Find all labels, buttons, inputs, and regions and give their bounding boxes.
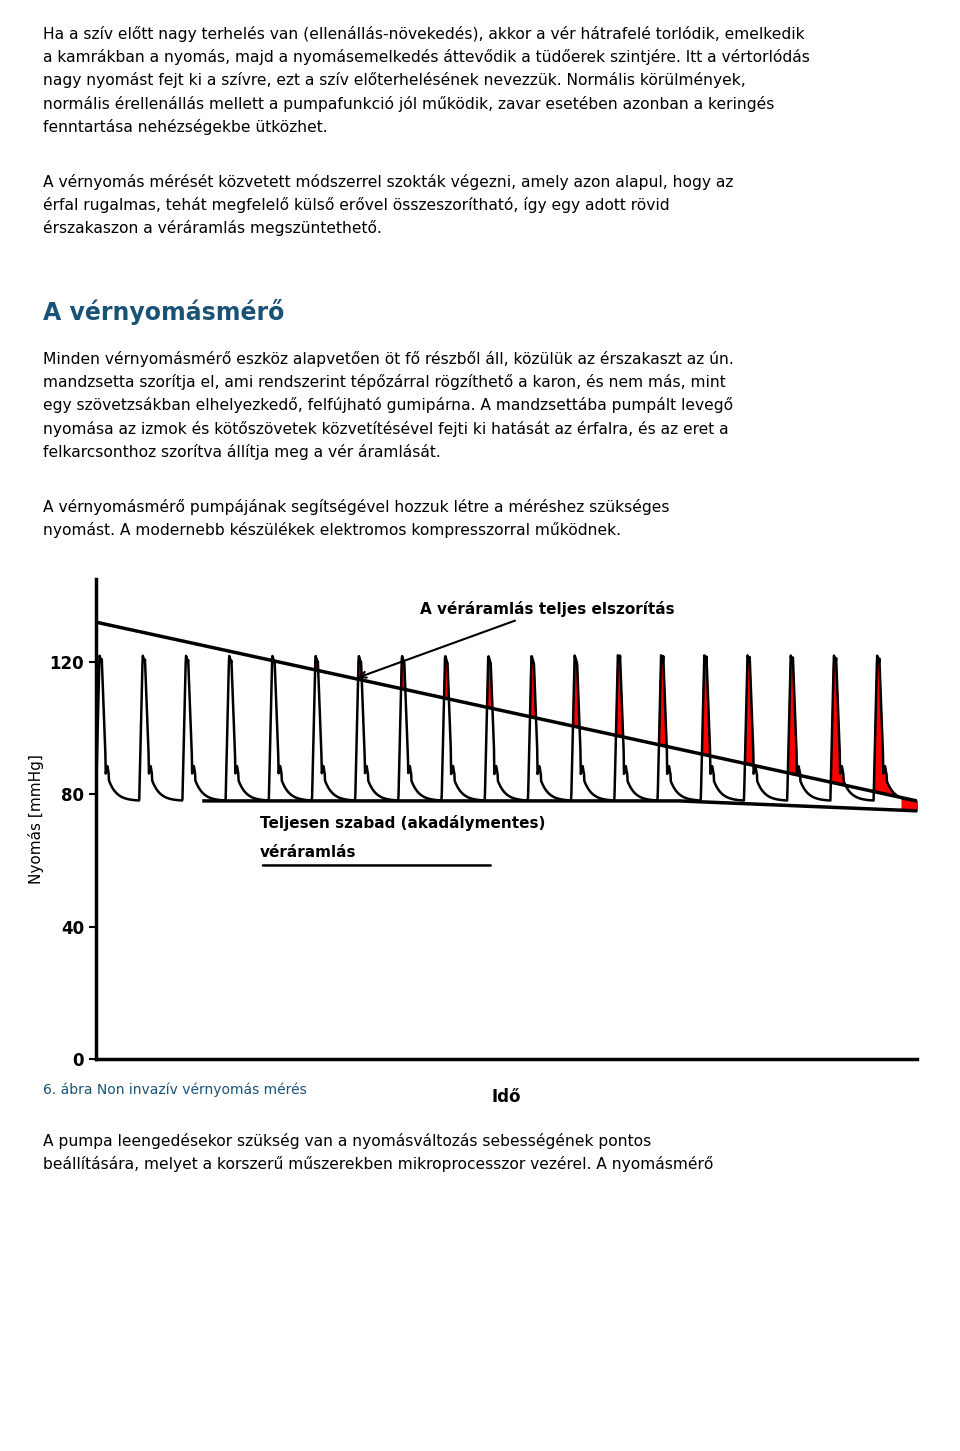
Text: véráramlás: véráramlás — [260, 846, 357, 860]
Text: Ha a szív előtt nagy terhelés van (ellenállás-növekedés), akkor a vér hátrafelé : Ha a szív előtt nagy terhelés van (ellen… — [43, 26, 810, 135]
Text: A pumpa leengedésekor szükség van a nyomásváltozás sebességének pontos
beállítás: A pumpa leengedésekor szükség van a nyom… — [43, 1133, 713, 1171]
Text: A vérnyomásmérő pumpájának segítségével hozzuk létre a méréshez szükséges
nyomás: A vérnyomásmérő pumpájának segítségével … — [43, 499, 670, 538]
Text: 6. ábra Non invazív vérnyomás mérés: 6. ábra Non invazív vérnyomás mérés — [43, 1082, 307, 1097]
Text: Idő: Idő — [492, 1088, 521, 1106]
Text: A vérnyomás mérését közvetett módszerrel szokták végezni, amely azon alapul, hog: A vérnyomás mérését közvetett módszerrel… — [43, 174, 733, 237]
Text: Teljesen szabad (akadálymentes): Teljesen szabad (akadálymentes) — [260, 814, 545, 831]
Y-axis label: Nyomás [mmHg]: Nyomás [mmHg] — [28, 755, 44, 884]
Text: Minden vérnyomásmérő eszköz alapvetően öt fő részből áll, közülük az érszakaszt : Minden vérnyomásmérő eszköz alapvetően ö… — [43, 351, 734, 460]
Text: A vérnyomásmérő: A vérnyomásmérő — [43, 299, 284, 325]
Text: A véráramlás teljes elszorítás: A véráramlás teljes elszorítás — [360, 601, 675, 678]
